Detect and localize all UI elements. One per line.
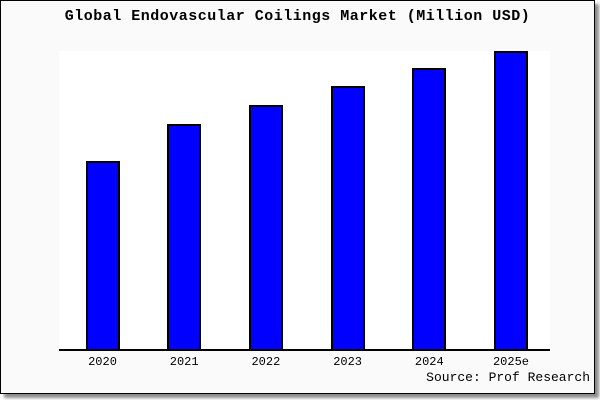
source-note: Source: Prof Research xyxy=(426,370,590,385)
bar-2023 xyxy=(330,86,365,349)
x-tick-label-2021: 2021 xyxy=(169,355,199,369)
plot-area xyxy=(59,51,550,351)
chart-title: Global Endovascular Coilings Market (Mil… xyxy=(64,8,531,25)
bar-2025e xyxy=(494,51,528,349)
x-tick-label-2025e: 2025e xyxy=(492,355,529,369)
x-tick-label-2024: 2024 xyxy=(414,355,444,369)
x-tick-label-2022: 2022 xyxy=(251,355,281,369)
bar-2022 xyxy=(248,105,283,349)
bar-2020 xyxy=(85,161,120,349)
x-axis-labels: 2020 2021 2022 2023 2024 2025e xyxy=(59,355,550,371)
chart-card: Global Endovascular Coilings Market (Mil… xyxy=(0,0,595,394)
x-tick-label-2023: 2023 xyxy=(333,355,362,369)
bar-2021 xyxy=(167,124,202,349)
x-tick-label-2020: 2020 xyxy=(88,355,117,369)
bar-2024 xyxy=(412,68,447,349)
